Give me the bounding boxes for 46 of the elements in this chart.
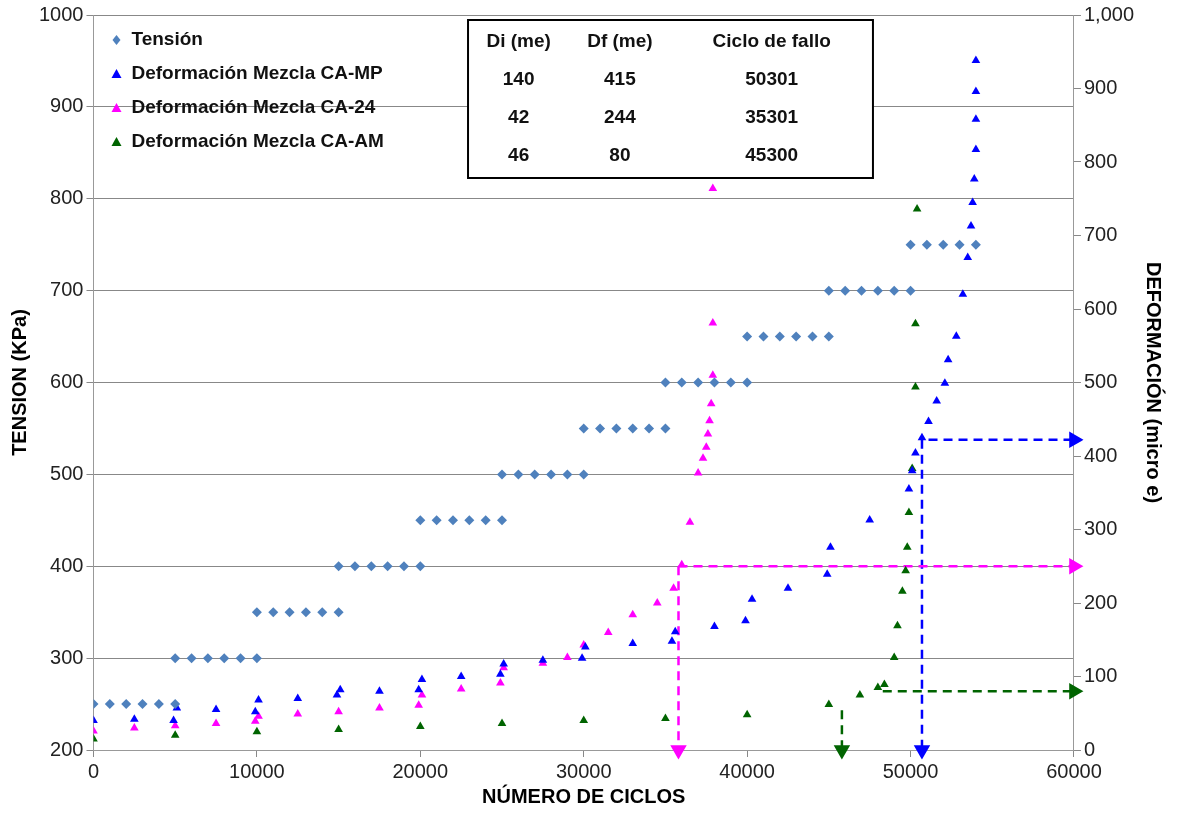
y-tick-label: 900 <box>50 94 84 117</box>
legend-label: Tensión <box>131 28 203 50</box>
annotation: 35301 <box>745 106 799 128</box>
y2-tick-label: 400 <box>1083 443 1118 466</box>
x-tick-label: 60000 <box>1046 759 1102 782</box>
y-tick-label: 700 <box>50 278 84 301</box>
annotation: 80 <box>609 144 631 166</box>
annotation: Ciclo de fallo <box>712 30 831 52</box>
annotation: 140 <box>502 68 535 90</box>
annotation: 45300 <box>745 144 799 166</box>
y-tick-label: 800 <box>50 186 84 209</box>
annotation: 415 <box>604 68 637 90</box>
legend-label: Deformación Mezcla CA-MP <box>131 62 384 84</box>
y-tick-label: 400 <box>50 553 84 576</box>
y-tick-label: 300 <box>50 645 84 668</box>
y2-tick-label: 600 <box>1083 296 1118 319</box>
y2-tick-label: 100 <box>1083 664 1118 687</box>
y2-tick-label: 0 <box>1083 737 1096 760</box>
y2-tick-label: 700 <box>1083 223 1118 246</box>
legend-label: Deformación Mezcla CA-24 <box>131 96 376 118</box>
legend-label: Deformación Mezcla CA-AM <box>131 130 384 152</box>
y2-axis-title: DEFORMACIÓN (micro e) <box>1143 261 1167 504</box>
y2-tick-label: 200 <box>1083 590 1118 613</box>
annotation: 50301 <box>745 68 799 90</box>
y-tick-label: 200 <box>50 737 84 760</box>
x-tick-label: 10000 <box>229 759 285 782</box>
y2-tick-label: 900 <box>1083 76 1118 99</box>
annotation: Df (me) <box>587 30 653 52</box>
y2-tick-label: 1,000 <box>1083 2 1135 25</box>
x-tick-label: 20000 <box>392 759 449 782</box>
x-tick-label: 50000 <box>882 759 939 782</box>
y-axis-title: TENSION (KPa) <box>7 309 30 456</box>
y2-tick-label: 300 <box>1083 517 1118 540</box>
y-tick-label: 600 <box>50 370 84 393</box>
y2-tick-label: 500 <box>1083 370 1118 393</box>
x-tick-label: 0 <box>87 759 100 782</box>
y-tick-label: 500 <box>50 461 84 484</box>
y-tick-label: 1000 <box>38 2 84 25</box>
x-tick-label: 30000 <box>555 759 612 782</box>
annotation: 244 <box>604 106 637 128</box>
annotation: 46 <box>508 144 530 166</box>
annotation: 42 <box>508 106 530 128</box>
annotation: Di (me) <box>486 30 551 52</box>
x-tick-label: 40000 <box>719 759 775 782</box>
y2-tick-label: 800 <box>1083 149 1118 172</box>
x-axis-title: NÚMERO DE CICLOS <box>482 783 686 807</box>
